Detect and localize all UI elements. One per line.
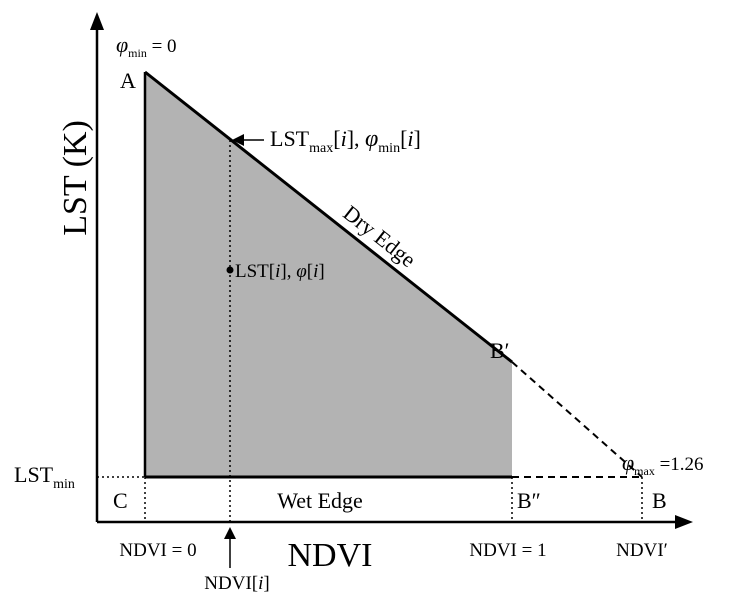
point-label-b-prime: B′ [490,338,510,363]
x-axis-arrowhead [675,515,693,529]
ndvi-i-pointer-arrowhead [224,527,236,539]
y-axis-arrowhead [90,12,104,30]
point-label-b-double-prime: B″ [517,488,541,513]
shaded-feasible-region [145,72,512,477]
dry-edge-extension [511,361,643,478]
phi-min-top-label: φmin = 0 [116,32,177,60]
lst-min-label: LSTmin [14,462,75,492]
x-axis-label: NDVI [288,537,373,574]
lstmax-phimin-label: LSTmax[i], φmin[i] [270,126,421,156]
ndvi-0-label: NDVI = 0 [119,540,196,561]
dry-edge-line [144,70,513,364]
point-label-c: C [113,488,128,513]
lstmax-pointer-arrowhead [232,134,244,146]
point-label-b: B [652,488,667,513]
phi-max-right-label: φmax =1.26 [622,450,704,478]
pixel-point-label: LST[i], φ[i] [235,261,325,282]
wet-edge-label: Wet Edge [277,488,363,513]
ndvi-prime-label: NDVI′ [616,540,668,561]
point-label-a: A [120,68,136,93]
pixel-point [226,266,234,274]
ndvi-i-label: NDVI[i] [204,573,269,594]
ndvi-1-label: NDVI = 1 [469,540,546,561]
y-axis-label: LST (K) [57,120,94,236]
